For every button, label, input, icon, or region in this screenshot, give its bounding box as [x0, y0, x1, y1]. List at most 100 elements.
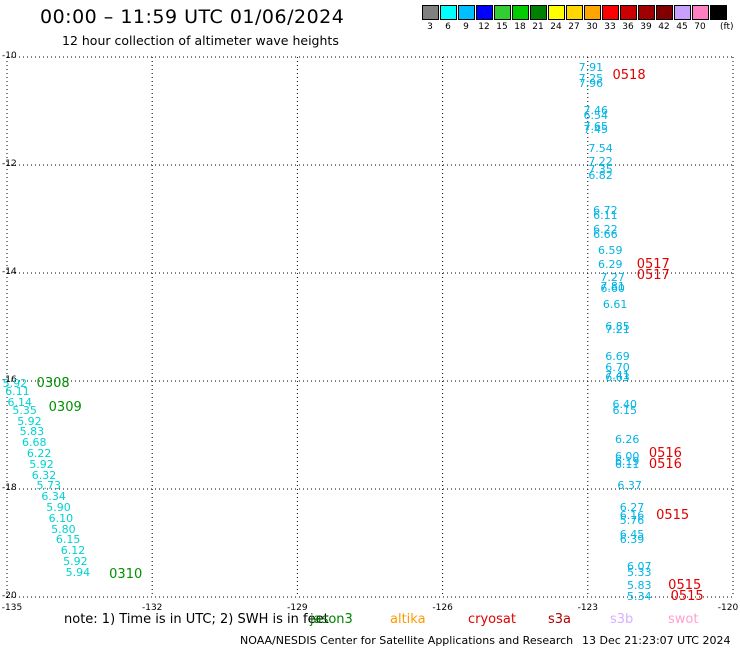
wave-height-value: 5.90	[46, 500, 71, 514]
color-scale-swatch	[512, 5, 529, 20]
longitude-tick-label: -123	[577, 603, 599, 613]
color-scale-swatch	[656, 5, 673, 20]
wave-height-value: 6.11	[614, 457, 640, 471]
color-scale-tick-label: 36	[622, 22, 634, 32]
latitude-tick-label: -20	[2, 591, 17, 601]
pass-time-label: 0308	[36, 375, 70, 391]
wave-height-value: 6.63	[605, 371, 630, 385]
mission-legend-item: s3b	[610, 612, 634, 627]
wave-height-value: 6.15	[55, 533, 81, 547]
latitude-tick-label: -18	[2, 483, 17, 493]
color-scale-swatch	[674, 5, 691, 20]
pass-time-label: 0516	[648, 456, 682, 472]
wave-height-value: 5.92	[29, 457, 54, 471]
color-scale-tick-label: 27	[568, 22, 580, 32]
mission-legend-item: jason3	[310, 612, 353, 627]
wave-height-value: 7.41	[605, 368, 630, 382]
wave-height-value: 5.83	[19, 425, 45, 439]
page-subtitle: 12 hour collection of altimeter wave hei…	[62, 33, 339, 48]
wave-height-value: 5.92	[17, 414, 42, 428]
longitude-tick-label: -132	[141, 603, 163, 613]
color-scale-swatch	[638, 5, 655, 20]
wave-height-value: 7.54	[588, 141, 613, 155]
color-scale-tick-label: 12	[478, 22, 490, 32]
wave-height-value: 6.72	[593, 203, 618, 217]
wave-height-value: 7.46	[583, 104, 608, 117]
wave-height-value: 6.82	[588, 168, 613, 182]
wave-height-value: 6.26	[614, 433, 640, 447]
wave-height-value: 7.81	[600, 279, 625, 293]
wave-height-value: 6.85	[605, 320, 630, 333]
color-scale-swatch	[620, 5, 637, 20]
wave-height-value: 6.34	[41, 490, 66, 504]
color-scale-tick-label: 45	[676, 22, 688, 32]
wave-height-value: 6.12	[60, 544, 86, 558]
color-scale-tick-label: 21	[532, 22, 544, 32]
color-scale-swatch	[440, 5, 457, 20]
wave-height-value: 7.25	[578, 71, 604, 85]
wave-height-value: 6.59	[598, 244, 623, 258]
pass-time-label: 0517	[636, 267, 670, 283]
wave-height-value: 6.61	[602, 298, 628, 312]
latitude-tick-label: -16	[2, 375, 17, 385]
longitude-tick-label: -135	[1, 603, 23, 613]
pass-time-label: 0515	[668, 578, 702, 594]
wave-height-value: 7.96	[578, 77, 604, 90]
wave-height-value: 6.60	[600, 282, 625, 296]
color-scale-tick-label: 3	[427, 22, 433, 32]
color-scale-swatch	[422, 5, 439, 20]
wave-height-value: 7.22	[588, 155, 613, 169]
pass-time-label: 0515	[670, 589, 704, 604]
footer-note: note: 1) Time is in UTC; 2) SWH is in fe…	[64, 612, 329, 627]
wave-height-value: 6.69	[605, 349, 630, 363]
wave-height-value: 7.21	[605, 322, 630, 336]
longitude-tick-label: -129	[287, 603, 308, 613]
color-scale-swatch	[584, 5, 601, 20]
wave-height-value: 7.91	[578, 60, 604, 74]
wave-height-value: 6.27	[619, 500, 645, 514]
wave-height-value: 7.35	[588, 163, 613, 177]
color-scale-tick-label: 70	[694, 22, 706, 32]
color-scale-swatch	[494, 5, 511, 20]
color-scale-tick-label: 39	[640, 22, 652, 32]
page-title: 00:00 – 11:59 UTC 01/06/2024	[40, 6, 345, 28]
wave-height-value: 5.92	[63, 554, 88, 568]
wave-height-value: 6.10	[48, 511, 74, 525]
pass-time-label: 0310	[109, 567, 143, 583]
wave-height-value: 6.15	[612, 403, 638, 417]
wave-height-value: 7.45	[583, 122, 608, 136]
color-scale-swatch	[692, 5, 709, 20]
mission-legend-item: s3a	[548, 612, 572, 627]
color-scale-swatch	[548, 5, 565, 20]
wave-height-value: 7.27	[600, 271, 625, 285]
latitude-tick-label: -14	[2, 267, 17, 277]
wave-height-value: 6.29	[598, 257, 623, 271]
color-scale-swatch	[476, 5, 493, 20]
wave-height-value: 6.68	[22, 436, 47, 450]
mission-legend-item: swot	[668, 612, 699, 627]
wave-height-value: 5.94	[65, 565, 91, 579]
color-scale-unit: (ft)	[720, 22, 734, 32]
color-scale-tick-label: 15	[496, 22, 508, 32]
wave-height-value: 6.37	[617, 479, 642, 493]
color-scale-swatch	[602, 5, 619, 20]
color-scale-tick-label: 18	[514, 22, 526, 32]
pass-time-label: 0309	[48, 400, 82, 415]
wave-height-value: 6.11	[5, 384, 30, 398]
wave-height-value: 7.65	[583, 120, 608, 134]
pass-time-label: 0515	[656, 508, 690, 523]
wave-height-value: 6.54	[583, 109, 608, 123]
color-scale-swatch	[458, 5, 475, 20]
wave-height-value: 6.40	[612, 398, 638, 412]
wave-height-value: 6.07	[627, 560, 652, 574]
pass-time-label: 0516	[648, 445, 682, 461]
color-scale-swatch	[710, 5, 727, 20]
wave-height-value: 5.80	[51, 522, 76, 536]
wave-height-value: 5.83	[627, 579, 652, 593]
wave-height-value: 6.22	[26, 446, 52, 460]
mission-legend-item: altika	[390, 612, 426, 627]
color-scale-tick-label: 33	[604, 22, 616, 32]
wave-height-value: 6.39	[619, 533, 645, 547]
